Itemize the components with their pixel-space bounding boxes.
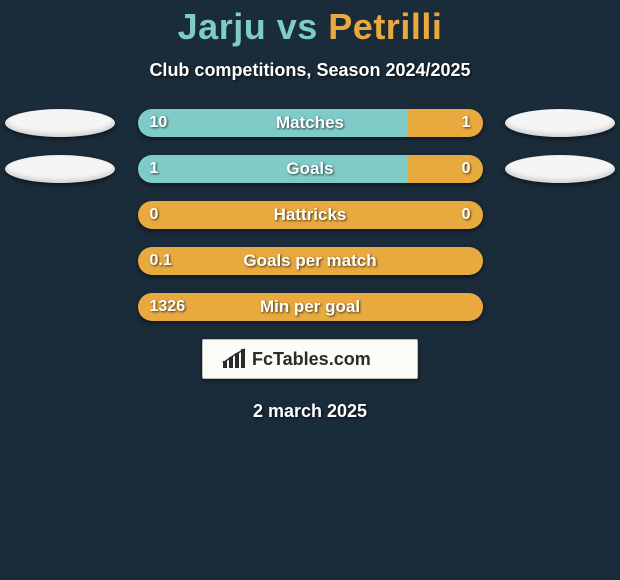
stat-label: Goals per match [138,251,483,271]
vs-label: vs [277,6,318,47]
stat-label: Min per goal [138,297,483,317]
stat-row: 0.1Goals per match [0,247,620,275]
brand-text: FcTables.com [252,349,371,369]
player1-ellipse [5,155,115,183]
subtitle: Club competitions, Season 2024/2025 [149,60,470,81]
player2-name: Petrilli [328,6,442,47]
stat-label: Goals [138,159,483,179]
stats-list: 101Matches 10Goals 00Hattricks 0.1Goals per… [0,109,620,321]
player2-ellipse [505,109,615,137]
stat-row: 00Hattricks [0,201,620,229]
stat-label: Matches [138,113,483,133]
stat-bar: 0.1Goals per match [138,247,483,275]
date-label: 2 march 2025 [253,401,367,422]
player1-ellipse [5,109,115,137]
player1-name: Jarju [178,6,267,47]
stat-row: 1326Min per goal [0,293,620,321]
brand-link[interactable]: FcTables.com [202,339,418,379]
player2-ellipse [505,155,615,183]
stat-bar: 00Hattricks [138,201,483,229]
page-title: Jarju vs Petrilli [178,6,443,48]
bar-chart-icon: FcTables.com [220,345,400,373]
stat-row: 101Matches [0,109,620,137]
stat-label: Hattricks [138,205,483,225]
stat-bar: 101Matches [138,109,483,137]
stat-bar: 1326Min per goal [138,293,483,321]
stat-bar: 10Goals [138,155,483,183]
comparison-card: Jarju vs Petrilli Club competitions, Sea… [0,0,620,580]
stat-row: 10Goals [0,155,620,183]
